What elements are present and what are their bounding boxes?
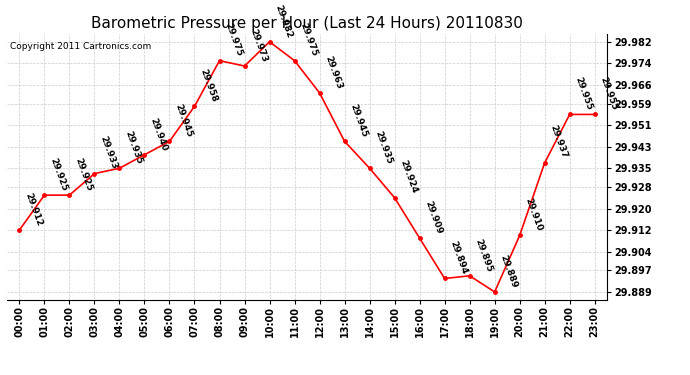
Text: 29.958: 29.958 [199,68,219,104]
Text: 29.937: 29.937 [549,124,569,160]
Text: 29.945: 29.945 [174,103,194,138]
Text: 29.909: 29.909 [424,200,444,236]
Text: 29.925: 29.925 [48,156,69,192]
Text: 29.973: 29.973 [248,27,269,63]
Text: 29.889: 29.889 [499,253,519,289]
Text: 29.912: 29.912 [23,192,44,227]
Text: 29.933: 29.933 [99,135,119,171]
Text: 29.955: 29.955 [599,76,619,112]
Text: 29.935: 29.935 [124,130,144,165]
Text: 29.975: 29.975 [224,22,244,58]
Text: 29.894: 29.894 [448,240,469,276]
Text: 29.955: 29.955 [574,76,594,112]
Text: Copyright 2011 Cartronics.com: Copyright 2011 Cartronics.com [10,42,151,51]
Text: 29.910: 29.910 [524,197,544,232]
Text: 29.982: 29.982 [274,3,294,39]
Text: 29.945: 29.945 [348,103,369,138]
Text: 29.975: 29.975 [299,22,319,58]
Text: 29.924: 29.924 [399,159,420,195]
Text: 29.940: 29.940 [148,116,169,152]
Text: 29.935: 29.935 [374,130,394,165]
Text: 29.925: 29.925 [74,156,94,192]
Text: 29.895: 29.895 [474,237,494,273]
Title: Barometric Pressure per Hour (Last 24 Hours) 20110830: Barometric Pressure per Hour (Last 24 Ho… [91,16,523,31]
Text: 29.963: 29.963 [324,54,344,90]
